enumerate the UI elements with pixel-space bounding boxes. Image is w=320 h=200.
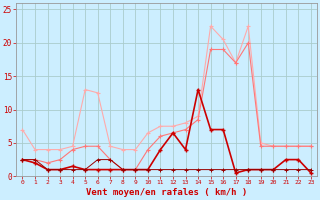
X-axis label: Vent moyen/en rafales ( km/h ): Vent moyen/en rafales ( km/h ) [86, 188, 247, 197]
